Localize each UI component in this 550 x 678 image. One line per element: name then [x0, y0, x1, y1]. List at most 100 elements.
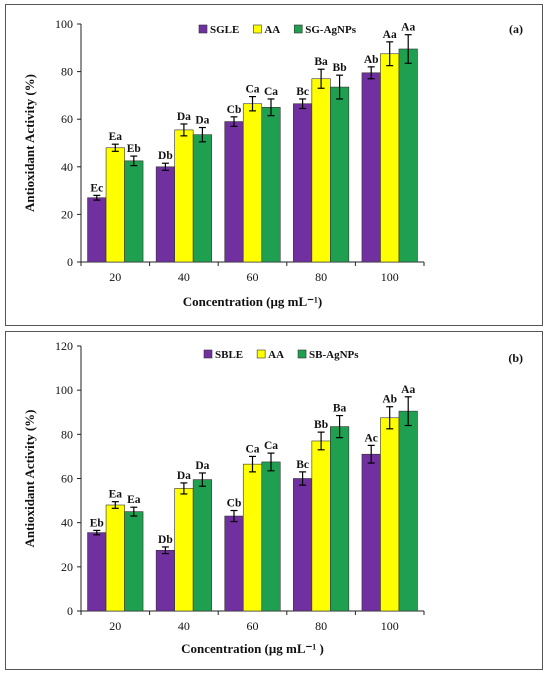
bar	[87, 197, 107, 263]
bar-label: Ea	[127, 494, 141, 506]
x-tick-label: 80	[315, 619, 327, 633]
bar-label: Bb	[314, 419, 328, 431]
bar-label: Ca	[264, 86, 278, 98]
y-tick-label: 120	[55, 339, 73, 353]
bar-label: Bc	[296, 86, 309, 98]
bar	[261, 107, 281, 263]
y-tick-label: 20	[61, 560, 73, 574]
x-tick-label: 60	[247, 619, 259, 633]
bar-label: Bc	[296, 459, 309, 471]
legend-swatch	[253, 24, 262, 34]
legend-swatch	[297, 349, 307, 359]
bar-label: Da	[195, 460, 209, 472]
bar	[155, 166, 175, 263]
bar	[311, 440, 331, 612]
bar-label: Ab	[364, 54, 379, 66]
legend-swatch	[293, 24, 303, 34]
bar-label: Ba	[333, 403, 347, 415]
bar-label: Da	[195, 115, 209, 127]
x-tick-label: 20	[109, 619, 121, 633]
legend-swatch	[256, 349, 266, 359]
bar	[192, 479, 212, 612]
x-tick-label: 40	[178, 619, 190, 633]
bar-label: Ab	[382, 394, 397, 406]
bar	[293, 478, 313, 612]
bar-label: Da	[177, 111, 191, 123]
bar	[398, 410, 418, 612]
bar-label: Ca	[245, 443, 259, 455]
bar-label: Cb	[227, 104, 242, 116]
bar-label: Eb	[127, 143, 141, 155]
bar	[124, 160, 144, 263]
y-axis-title: Antioxidant Activity (%)	[22, 410, 37, 548]
bar-label: Aa	[383, 29, 397, 41]
legend-label: SBLE	[215, 349, 243, 361]
y-axis-title: Antioxidant Activity (%)	[22, 74, 37, 212]
bar	[224, 515, 244, 612]
x-tick-label: 100	[381, 619, 399, 633]
legend-swatch	[198, 24, 208, 34]
bar	[192, 134, 212, 263]
bar	[293, 103, 313, 263]
bar	[398, 48, 418, 263]
bar	[174, 488, 194, 612]
y-tick-label: 40	[61, 160, 73, 174]
legend-label: AA	[264, 24, 280, 36]
bar-label: Aa	[401, 384, 415, 396]
panel-tag: (a)	[509, 22, 523, 36]
bar	[224, 121, 244, 263]
x-tick-label: 80	[315, 270, 327, 284]
y-tick-label: 40	[61, 516, 73, 530]
bar-label: Ea	[109, 489, 123, 501]
bar	[361, 453, 381, 612]
x-axis-title: Concentration (μg mL⁻¹ )	[181, 641, 324, 656]
bar	[380, 417, 400, 612]
bar-label: Eb	[90, 517, 104, 529]
bar	[330, 86, 350, 263]
y-tick-label: 20	[61, 207, 73, 221]
bar	[330, 426, 350, 612]
bar	[311, 78, 331, 263]
bar	[105, 504, 125, 612]
y-tick-label: 100	[55, 17, 73, 31]
y-tick-label: 100	[55, 383, 73, 397]
bar-label: Cb	[227, 498, 242, 510]
bar-label: Ba	[314, 56, 328, 68]
bar	[124, 511, 144, 612]
x-axis-title: Concentration (μg mL⁻¹)	[183, 294, 322, 309]
bar-label: Ec	[90, 182, 103, 194]
panel-tag: (b)	[508, 351, 523, 365]
chart-panel-a: 0 20 40 60 80 100 20 40 60 80 100 Ec Db Cb Bc Ab Ea Da Ca B…	[5, 4, 543, 326]
bar	[242, 463, 263, 612]
legend-label: AA	[268, 349, 284, 361]
bar	[155, 549, 175, 612]
bar-label: Ea	[109, 131, 123, 143]
bar	[174, 129, 194, 263]
y-tick-label: 80	[61, 427, 73, 441]
y-tick-label: 0	[67, 255, 73, 269]
bar	[261, 461, 281, 612]
chart-panel-b: 0 20 40 60 80 100 120 20 40 60 80 100 Eb Db Cb Bc Ac Ea Da…	[5, 331, 543, 670]
x-tick-label: 20	[109, 270, 121, 284]
chart-b-svg: 0 20 40 60 80 100 120 20 40 60 80 100 Eb Db Cb Bc Ac Ea Da…	[22, 339, 523, 656]
bar-label: Db	[158, 534, 173, 546]
y-tick-label: 60	[61, 112, 73, 126]
bar-label: Da	[177, 470, 191, 482]
bar	[87, 532, 107, 612]
bar	[242, 103, 263, 263]
legend-label: SGLE	[210, 24, 239, 36]
bar-label: Aa	[401, 22, 415, 34]
bar-label: Db	[158, 150, 173, 162]
bar	[105, 147, 125, 263]
bar-label: Ac	[364, 432, 377, 444]
legend-swatch	[203, 349, 213, 359]
bar-label: Ca	[245, 84, 259, 96]
bar-label: Ca	[264, 440, 278, 452]
x-tick-label: 100	[381, 270, 399, 284]
y-tick-label: 0	[67, 604, 73, 618]
y-tick-label: 80	[61, 65, 73, 79]
legend-label: SB-AgNPs	[309, 349, 359, 361]
x-tick-label: 60	[247, 270, 259, 284]
bar	[380, 53, 400, 263]
y-tick-label: 60	[61, 472, 73, 486]
